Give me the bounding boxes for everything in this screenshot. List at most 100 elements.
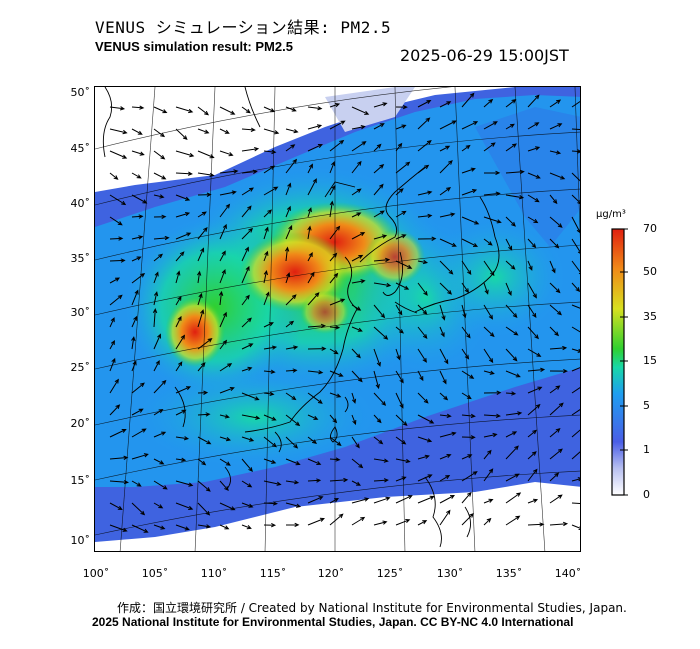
wind-arrow bbox=[351, 458, 364, 469]
wind-arrow bbox=[373, 436, 384, 445]
wind-arrow bbox=[307, 163, 313, 174]
wind-arrow bbox=[439, 212, 456, 218]
wind-arrow bbox=[329, 139, 345, 152]
wind-arrow bbox=[285, 272, 291, 284]
wind-arrow bbox=[439, 475, 451, 482]
wind-arrow bbox=[571, 429, 580, 438]
pm25-map[interactable] bbox=[94, 86, 581, 552]
wind-arrow bbox=[109, 524, 128, 532]
wind-arrow bbox=[263, 458, 277, 464]
wind-arrow bbox=[219, 169, 239, 174]
wind-arrow bbox=[219, 269, 226, 284]
wind-arrow bbox=[153, 379, 167, 394]
wind-arrow bbox=[505, 194, 525, 200]
wind-arrow bbox=[461, 491, 472, 504]
wind-arrow bbox=[175, 409, 187, 416]
wind-arrow bbox=[351, 326, 363, 332]
wind-arrow bbox=[439, 282, 453, 295]
wind-arrow bbox=[505, 515, 521, 526]
wind-arrow bbox=[483, 326, 495, 338]
wind-arrow bbox=[307, 517, 325, 526]
wind-arrow bbox=[549, 282, 561, 294]
wind-arrow bbox=[307, 436, 318, 445]
wind-arrow bbox=[175, 194, 191, 201]
wind-arrow bbox=[307, 178, 317, 196]
wind-arrow bbox=[527, 260, 533, 271]
wind-arrow bbox=[549, 402, 564, 416]
wind-arrow bbox=[131, 408, 144, 416]
wind-arrow bbox=[197, 436, 212, 445]
wind-arrow bbox=[395, 326, 405, 334]
wind-arrow bbox=[109, 455, 129, 461]
wind-arrow bbox=[373, 348, 381, 367]
wind-arrow bbox=[527, 216, 539, 224]
lat-label-50: 50˚ bbox=[70, 86, 91, 99]
wind-arrow bbox=[241, 436, 255, 442]
lon-label-120: 120˚ bbox=[317, 567, 345, 580]
wind-arrow bbox=[109, 479, 129, 485]
colorbar-tick-70: 70 bbox=[643, 222, 657, 235]
wind-arrow bbox=[153, 333, 161, 350]
wind-arrow bbox=[329, 252, 338, 262]
wind-arrow bbox=[395, 124, 407, 130]
wind-arrow bbox=[395, 476, 407, 482]
wind-arrow bbox=[505, 348, 518, 362]
wind-arrow bbox=[549, 472, 560, 482]
wind-arrow bbox=[527, 451, 537, 460]
wind-arrow bbox=[219, 524, 230, 530]
wind-arrow bbox=[219, 458, 231, 466]
wind-arrow bbox=[571, 387, 580, 394]
wind-arrow bbox=[285, 368, 298, 373]
wind-arrow bbox=[483, 216, 502, 224]
wind-arrow bbox=[175, 436, 190, 441]
wind-arrow bbox=[175, 128, 188, 140]
wind-arrow bbox=[241, 294, 250, 306]
wind-arrow bbox=[307, 271, 315, 284]
colorbar-tick-50: 50 bbox=[643, 265, 657, 278]
wind-arrow bbox=[263, 250, 269, 262]
wind-arrow bbox=[461, 392, 472, 400]
wind-arrow bbox=[329, 103, 341, 108]
wind-arrow bbox=[549, 304, 562, 316]
wind-arrow bbox=[197, 338, 213, 350]
wind-arrow bbox=[131, 235, 144, 240]
wind-arrow bbox=[527, 172, 541, 179]
wind-arrow bbox=[505, 326, 519, 336]
wind-arrow bbox=[307, 392, 323, 404]
lat-label-45: 45˚ bbox=[70, 142, 91, 155]
wind-arrow bbox=[241, 317, 252, 328]
lon-label-140: 140˚ bbox=[554, 567, 582, 580]
wind-arrow bbox=[395, 495, 413, 504]
wind-arrow bbox=[175, 295, 182, 306]
wind-arrow bbox=[329, 457, 341, 462]
wind-arrow bbox=[131, 360, 137, 372]
lon-label-115: 115˚ bbox=[259, 567, 287, 580]
wind-arrow bbox=[329, 348, 339, 355]
wind-arrow bbox=[505, 143, 517, 152]
wind-arrow bbox=[483, 170, 501, 176]
wind-arrow bbox=[395, 414, 408, 426]
wind-arrow bbox=[527, 522, 545, 527]
wind-arrow bbox=[329, 184, 336, 196]
wind-arrow bbox=[571, 326, 580, 333]
wind-arrow bbox=[197, 502, 211, 516]
wind-arrow bbox=[197, 412, 211, 417]
wind-arrow bbox=[218, 290, 224, 306]
wind-arrow bbox=[549, 521, 569, 527]
wind-arrow bbox=[505, 123, 515, 130]
wind-arrow bbox=[417, 348, 427, 363]
wind-arrow bbox=[329, 120, 346, 130]
concentration-field bbox=[95, 87, 580, 542]
wind-arrow bbox=[263, 414, 277, 421]
wind-arrow bbox=[175, 232, 192, 240]
title-japanese: VENUS シミュレーション結果: PM2.5 bbox=[95, 18, 392, 37]
wind-arrow bbox=[527, 326, 539, 340]
wind-arrow bbox=[373, 392, 387, 406]
wind-arrow bbox=[241, 147, 260, 152]
wind-arrow bbox=[263, 436, 277, 448]
wind-arrow bbox=[461, 121, 479, 130]
wind-arrow bbox=[549, 428, 561, 438]
wind-arrow bbox=[395, 458, 411, 464]
wind-arrow bbox=[527, 304, 537, 318]
wind-arrow bbox=[307, 106, 323, 111]
